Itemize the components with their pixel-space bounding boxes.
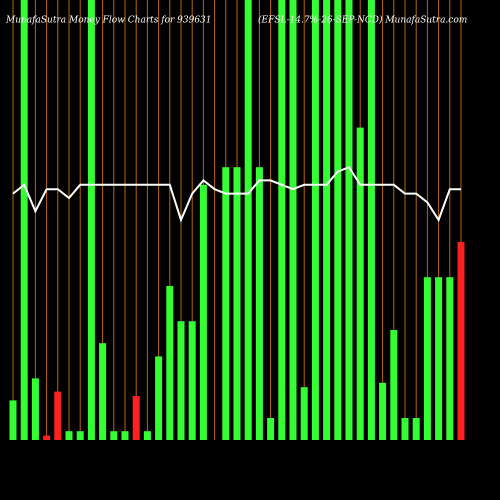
bar [435, 277, 443, 440]
bar [300, 387, 308, 440]
bar [311, 0, 319, 440]
bar [233, 167, 241, 440]
bar [345, 0, 353, 440]
bar [65, 431, 73, 440]
bar [155, 356, 163, 440]
bar [244, 0, 252, 440]
flow-line [12, 165, 461, 223]
bar [31, 378, 39, 440]
bar [289, 0, 297, 440]
bar [199, 184, 207, 440]
bar [412, 418, 420, 440]
bar [110, 431, 118, 440]
bar [255, 167, 263, 440]
bar [87, 0, 95, 440]
bar [446, 277, 454, 440]
bar [401, 418, 409, 440]
bar [222, 167, 230, 440]
bar [54, 391, 62, 440]
bar [9, 400, 17, 440]
bar [367, 0, 375, 440]
bar [423, 277, 431, 440]
bar [121, 431, 129, 440]
bar [188, 321, 196, 440]
bar [356, 127, 364, 440]
bar [334, 0, 342, 440]
chart-subtitle: (EFSL-14.7%-26-SEP-NCD) MunafaSutra.com [258, 15, 467, 26]
bar [166, 286, 174, 440]
bar [76, 431, 84, 440]
bar [390, 330, 398, 440]
bar [278, 0, 286, 440]
bar [267, 418, 275, 440]
bar [132, 396, 140, 440]
bar [99, 343, 107, 440]
bar [20, 0, 28, 440]
bar [457, 242, 465, 440]
bar [379, 382, 387, 440]
bar [43, 435, 51, 440]
bar [177, 321, 185, 440]
chart-title: MunafaSutra Money Flow Charts for 939631 [5, 16, 212, 26]
bar [323, 0, 331, 440]
bar [143, 431, 151, 440]
